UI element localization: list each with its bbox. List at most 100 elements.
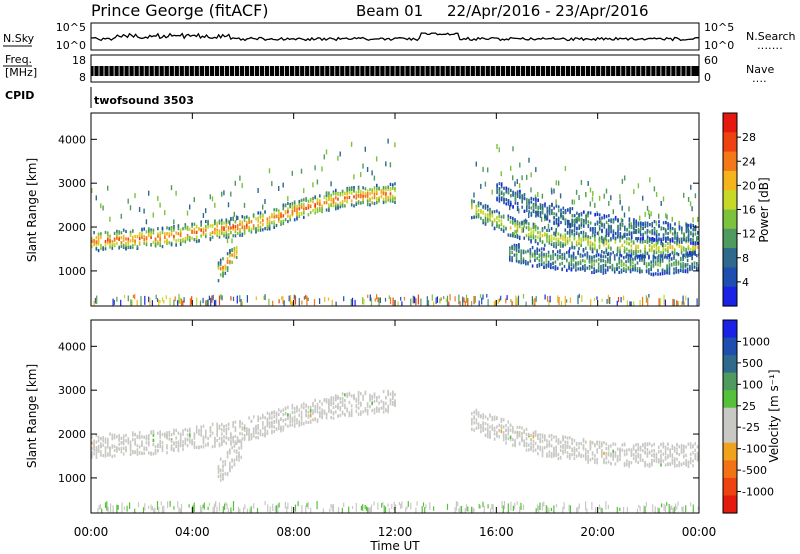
scatter-cell (471, 301, 473, 306)
scatter-cell (655, 233, 658, 237)
scatter-cell (257, 211, 259, 215)
scatter-cell (195, 225, 198, 229)
scatter-cell (632, 268, 634, 272)
scatter-cell (209, 194, 211, 200)
scatter-cell (186, 210, 189, 216)
scatter-cell (555, 242, 557, 246)
scatter-cell (543, 254, 545, 258)
scatter-cell (582, 267, 584, 271)
scatter-cell (560, 300, 563, 306)
scatter-cell (271, 416, 273, 420)
scatter-cell (164, 232, 166, 236)
scatter-cell (328, 402, 330, 406)
scatter-cell (457, 501, 459, 507)
scatter-cell (582, 445, 585, 450)
scatter-cell (209, 238, 212, 242)
scatter-cell (607, 239, 610, 243)
scatter-cell (669, 450, 671, 455)
scatter-cell (550, 254, 552, 258)
scatter-cell (601, 216, 603, 220)
scatter-cell (232, 296, 235, 301)
scatter-cell (519, 506, 521, 513)
scatter-cell (678, 464, 681, 468)
scatter-cell (177, 227, 180, 231)
scatter-cell (157, 242, 159, 246)
scatter-cell (564, 235, 567, 239)
scatter-cell (555, 233, 557, 237)
scatter-cell (252, 434, 255, 438)
scatter-cell (241, 183, 243, 189)
scatter-cell (637, 221, 640, 225)
scatter-cell (496, 183, 498, 187)
scatter-cell (303, 202, 305, 206)
scatter-cell (587, 450, 589, 454)
scatter-cell (112, 505, 114, 513)
scatter-cell (509, 423, 512, 427)
colorbar-cell (723, 286, 737, 307)
scatter-cell (689, 442, 692, 446)
scatter-cell (564, 228, 567, 232)
scatter-cell (609, 255, 611, 259)
scatter-cell (689, 253, 691, 257)
scatter-cell (573, 218, 576, 222)
scatter-cell (687, 240, 690, 244)
scatter-cell (495, 300, 497, 306)
scatter-cell (241, 220, 244, 224)
scatter-cell (566, 250, 568, 255)
scatter-cell (614, 236, 617, 240)
scatter-cell (269, 506, 271, 513)
scatter-cell (259, 429, 262, 433)
scatter-cell (690, 241, 692, 245)
scatter-cell (491, 418, 494, 422)
scatter-cell (123, 295, 126, 299)
scatter-cell (278, 209, 280, 213)
scatter-cell (243, 225, 246, 229)
scatter-cell (95, 240, 98, 244)
scatter-cell (534, 194, 537, 200)
scatter-cell (640, 227, 642, 231)
scatter-cell (642, 222, 644, 226)
scatter-cell (586, 508, 588, 513)
scatter-cell (202, 445, 205, 449)
scatter-cell (557, 452, 560, 457)
scatter-cell (122, 452, 125, 456)
scatter-cell (330, 402, 332, 407)
scatter-cell (339, 192, 342, 196)
scatter-cell (671, 227, 674, 231)
scatter-cell (639, 249, 642, 253)
scatter-cell (376, 396, 378, 400)
scatter-cell (651, 453, 653, 457)
scatter-cell (134, 433, 136, 437)
scatter-cell (312, 182, 314, 188)
scatter-cell (482, 501, 484, 508)
scatter-cell (278, 423, 280, 427)
scatter-cell (202, 504, 204, 508)
scatter-cell (591, 248, 594, 252)
scatter-cell (607, 233, 610, 237)
scatter-cell (116, 504, 118, 513)
scatter-cell (220, 294, 222, 300)
scatter-cell (177, 442, 180, 446)
scatter-cell (566, 451, 569, 455)
scatter-cell (632, 250, 635, 254)
scatter-cell (634, 268, 636, 272)
scatter-cell (188, 504, 190, 508)
scatter-cell (493, 415, 496, 419)
scatter-cell (168, 232, 171, 236)
scatter-cell (668, 503, 670, 513)
scatter-cell (360, 201, 362, 205)
scatter-cell (223, 226, 225, 230)
scatter-cell (496, 224, 498, 228)
scatter-cell (296, 217, 298, 221)
scatter-cell (471, 216, 473, 220)
scatter-cell (225, 233, 228, 238)
scatter-cell (282, 204, 285, 208)
scatter-cell (645, 264, 648, 268)
scatter-cell (307, 213, 310, 217)
scatter-cell (571, 221, 574, 225)
scatter-cell (624, 232, 626, 236)
colorbar-cell (723, 267, 737, 288)
scatter-cell (151, 506, 153, 511)
scatter-cell (341, 204, 344, 208)
scatter-cell (489, 435, 491, 439)
